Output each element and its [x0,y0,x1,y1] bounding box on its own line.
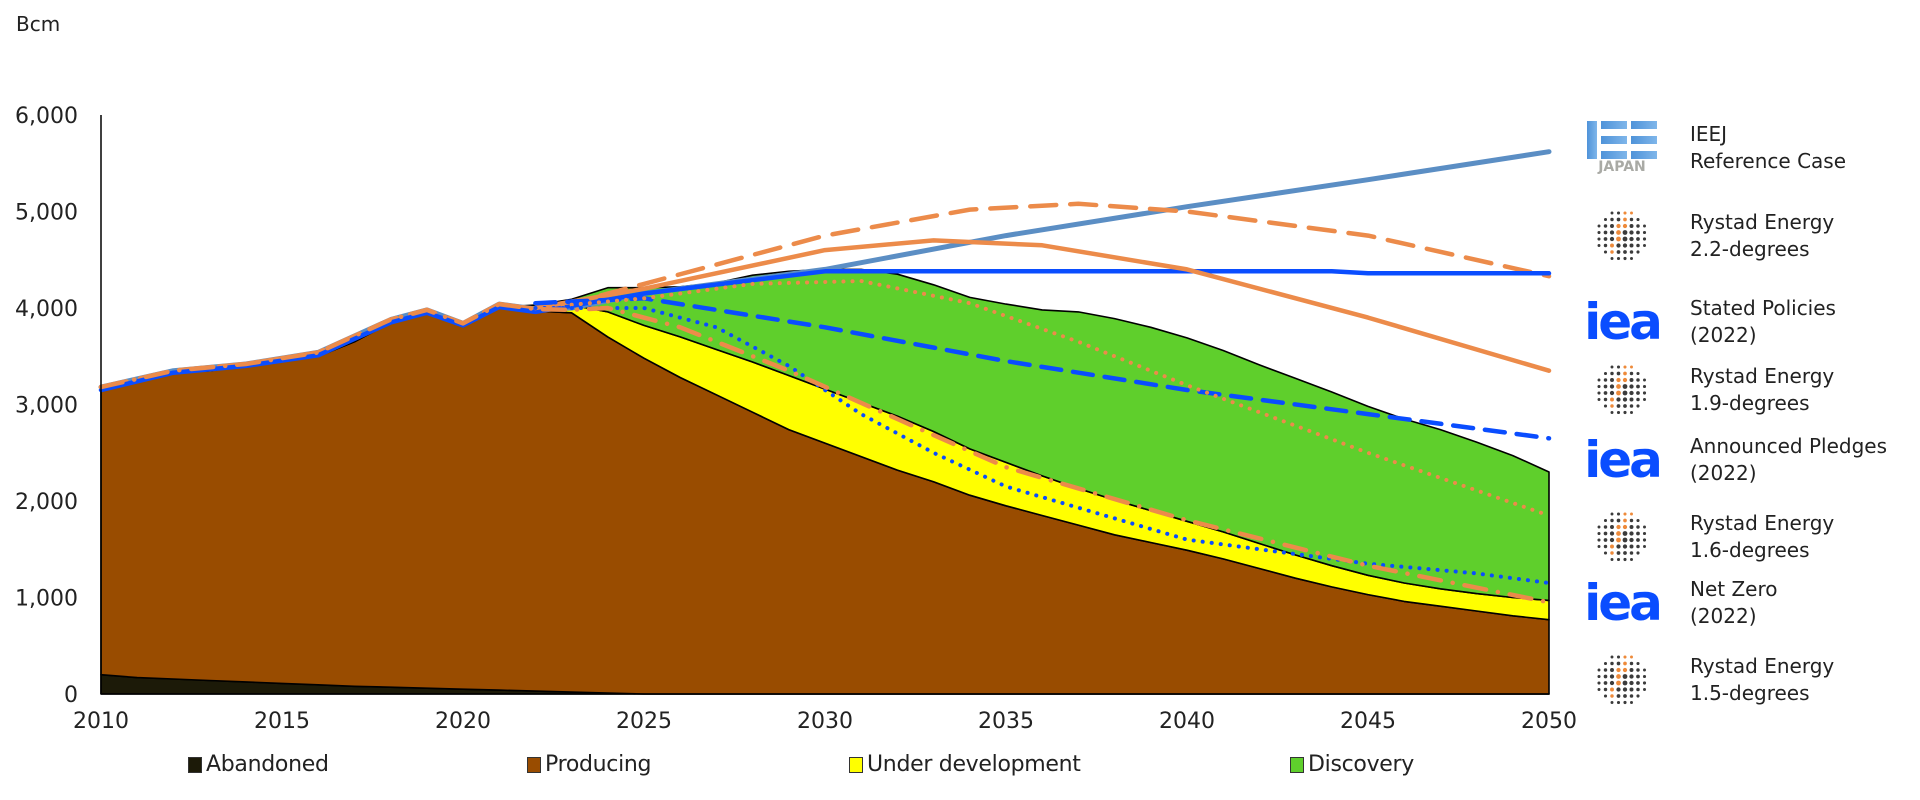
x-tick-label: 2030 [797,709,853,734]
legend-item-discovery: Discovery [1290,752,1414,777]
ieej-japan-logo-icon: JAPAN [1572,118,1672,178]
rystad-energy-logo-icon [1572,650,1672,710]
iea-logo-icon: iea [1584,431,1663,489]
scenario-variant: 1.9-degrees [1690,391,1810,415]
scenario-variant: 1.6-degrees [1690,538,1810,562]
scenario-name: Rystad Energy [1690,511,1835,535]
legend-label: Producing [545,752,652,777]
stacked-areas [100,268,1550,695]
legend-item-under-development: Under development [849,752,1081,777]
x-tick-label: 2015 [254,709,310,734]
legend-swatch-abandoned [188,756,202,773]
scenario-variant: 1.5-degrees [1690,681,1810,705]
scenario-variant: (2022) [1690,461,1757,485]
scenario-legend-item: iea Stated Policies (2022) [1572,292,1836,352]
scenario-name: Announced Pledges [1690,434,1888,458]
y-tick-label: 2,000 [15,490,78,515]
legend-label: Under development [867,752,1081,777]
scenario-name: Rystad Energy [1690,210,1835,234]
scenario-legend-item: Rystad Energy 1.9-degrees [1572,360,1834,420]
legend-item-producing: Producing [527,752,652,777]
y-tick-label: 0 [64,683,78,708]
rystad-energy-logo-icon [1572,360,1672,420]
category-legend: Abandoned Producing Under development Di… [0,752,1600,782]
rystad-energy-logo-icon [1572,507,1672,567]
legend-label: Abandoned [206,752,329,777]
legend-swatch-producing [527,756,541,773]
scenario-name: Stated Policies [1690,296,1836,320]
scenario-legend-label: Rystad Energy 2.2-degrees [1690,209,1834,263]
y-axis-unit-label: Bcm [16,12,61,36]
scenario-legend-label: Rystad Energy 1.9-degrees [1690,363,1834,417]
scenario-legend-label: Rystad Energy 1.5-degrees [1690,653,1834,707]
scenario-name: Rystad Energy [1690,364,1835,388]
legend-swatch-under-development [849,756,863,773]
scenario-legend-item: Rystad Energy 1.6-degrees [1572,507,1834,567]
scenario-variant: 2.2-degrees [1690,237,1810,261]
iea-logo-icon: iea [1584,293,1663,351]
scenario-legend-label: Announced Pledges (2022) [1690,433,1887,487]
scenario-legend-item: iea Net Zero (2022) [1572,573,1778,633]
x-tick-label: 2050 [1521,709,1577,734]
scenario-variant: (2022) [1690,323,1757,347]
y-tick-label: 4,000 [15,297,78,322]
scenario-legend-label: IEEJ Reference Case [1690,121,1846,175]
scenario-legend-item: Rystad Energy 2.2-degrees [1572,206,1834,266]
y-tick-label: 3,000 [15,394,78,419]
legend-item-abandoned: Abandoned [188,752,329,777]
line-rystad-energy-1-5-degrees [98,301,1552,605]
x-tick-label: 2010 [73,709,129,734]
iea-logo-icon: iea [1584,574,1663,632]
y-tick-label: 1,000 [15,587,78,612]
x-tick-label: 2035 [978,709,1034,734]
x-tick-label: 2020 [435,709,491,734]
y-tick-label: 6,000 [15,104,78,129]
scenario-legend-item: JAPAN IEEJ Reference Case [1572,118,1846,178]
scenario-variant: (2022) [1690,604,1757,628]
x-tick-label: 2045 [1340,709,1396,734]
line-rystad-energy-1-9-degrees [533,238,1552,373]
scenario-name: Net Zero [1690,577,1778,601]
scenario-legend-label: Stated Policies (2022) [1690,295,1836,349]
scenario-name: IEEJ [1690,122,1728,146]
x-tick-label: 2040 [1159,709,1215,734]
scenario-legend-label: Net Zero (2022) [1690,576,1778,630]
line-iea-stated-policies-2022 [98,269,1552,393]
y-tick-label: 5,000 [15,201,78,226]
legend-label: Discovery [1308,752,1414,777]
scenario-lines [98,149,1552,605]
scenario-legend-item: iea Announced Pledges (2022) [1572,430,1887,490]
scenario-legend-label: Rystad Energy 1.6-degrees [1690,510,1834,564]
scenario-legend-item: Rystad Energy 1.5-degrees [1572,650,1834,710]
x-tick-label: 2025 [616,709,672,734]
rystad-energy-logo-icon [1572,206,1672,266]
scenario-name: Rystad Energy [1690,654,1835,678]
legend-swatch-discovery [1290,756,1304,773]
line-rystad-energy-1-6-degrees [533,279,1551,518]
scenario-variant: Reference Case [1690,149,1847,173]
axes: 0 1,000 2,000 3,000 4,000 5,000 6,000 2010 2015 2… [15,104,1577,734]
